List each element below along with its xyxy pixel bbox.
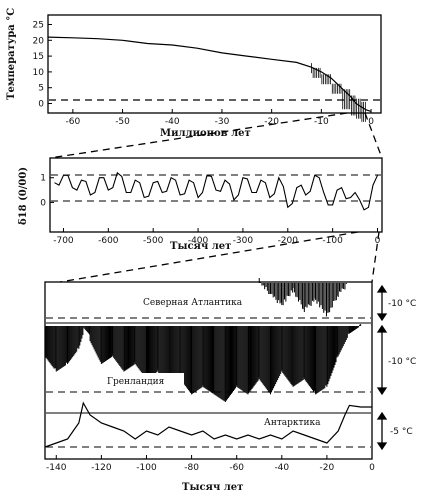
amplitude-greenland: -10 °C [388, 357, 416, 367]
x-tick-label: 0 [375, 236, 381, 246]
x-tick-label: -120 [91, 463, 112, 473]
x-ticks: -140 -120 -100 -80 -60 -40 -20 0 [46, 455, 375, 473]
y-axis-label: Температура °C [6, 8, 17, 100]
amplitude-bars [376, 284, 388, 451]
x-tick-label: -50 [115, 117, 130, 127]
series-label-north-atlantic: Северная Атлантика [143, 298, 243, 308]
greenland-series [44, 324, 373, 402]
label-bg-na [140, 294, 272, 308]
x-tick-label: -700 [53, 236, 74, 246]
antarctic-series [44, 401, 372, 448]
north-atlantic-series [258, 278, 347, 317]
amplitude-antarctica: -5 °C [390, 427, 413, 437]
y-tick-label: 20 [33, 36, 45, 46]
panel-1-frame [47, 14, 382, 114]
x-tick-label: 0 [369, 463, 375, 473]
y-tick-label: 5 [38, 84, 44, 94]
x-tick-label: -30 [215, 117, 230, 127]
panel-last-glacial: Северная Атлантика Гренландия Антарктика… [44, 278, 416, 493]
panel-cenozoic: -60 -50 -40 -30 -20 -10 0 25 20 15 10 5 0 Температу… [6, 8, 382, 139]
zoom-connectors [49, 112, 383, 283]
y-ticks: 25 20 15 10 5 0 [33, 20, 52, 110]
x-tick-label: -80 [184, 463, 199, 473]
x-tick-label: -600 [98, 236, 119, 246]
series-label-antarctica: Антарктика [264, 418, 321, 428]
y-tick-label: 0 [38, 100, 44, 110]
label-bg-gr [104, 373, 184, 387]
x-ticks: -60 -50 -40 -30 -20 -10 0 [65, 109, 374, 127]
y-axis-label: δ18 (0/00) [18, 167, 29, 225]
x-axis-label: Тысяч лет [182, 482, 243, 493]
amplitude-north-atlantic: -10 °C [388, 299, 416, 309]
y-tick-label: 0 [40, 198, 46, 208]
delta18-series [54, 171, 378, 211]
x-tick-label: -100 [136, 463, 157, 473]
x-tick-label: -500 [143, 236, 164, 246]
x-tick-label: -40 [274, 463, 289, 473]
late-oscillations [311, 63, 366, 122]
x-tick-label: -20 [320, 463, 335, 473]
x-tick-label: -10 [314, 117, 329, 127]
x-tick-label: 0 [368, 117, 374, 127]
x-tick-label: -200 [278, 236, 299, 246]
panel-2-frame [49, 157, 383, 233]
panel-3-frame [44, 281, 373, 460]
x-tick-label: -300 [233, 236, 254, 246]
x-tick-label: -140 [46, 463, 67, 473]
x-tick-label: -60 [229, 463, 244, 473]
y-tick-label: 15 [33, 52, 44, 62]
x-tick-label: -60 [65, 117, 80, 127]
x-ticks: -700 -600 -500 -400 -300 -200 -100 0 [53, 228, 381, 246]
x-tick-label: -100 [322, 236, 343, 246]
x-axis-label: Миллионов лет [160, 128, 251, 139]
x-tick-label: -40 [165, 117, 180, 127]
y-tick-label: 25 [33, 20, 44, 30]
series-label-greenland: Гренландия [107, 377, 165, 387]
x-tick-label: -20 [264, 117, 279, 127]
panel-pleistocene: -700 -600 -500 -400 -300 -200 -100 0 10 δ18 (0/… [18, 157, 383, 252]
y-tick-label: 1 [40, 174, 46, 184]
x-tick-label: -400 [188, 236, 209, 246]
x-axis-label: Тысяч лет [170, 241, 231, 252]
y-ticks: 10 [40, 174, 54, 208]
y-tick-label: 10 [33, 68, 45, 78]
